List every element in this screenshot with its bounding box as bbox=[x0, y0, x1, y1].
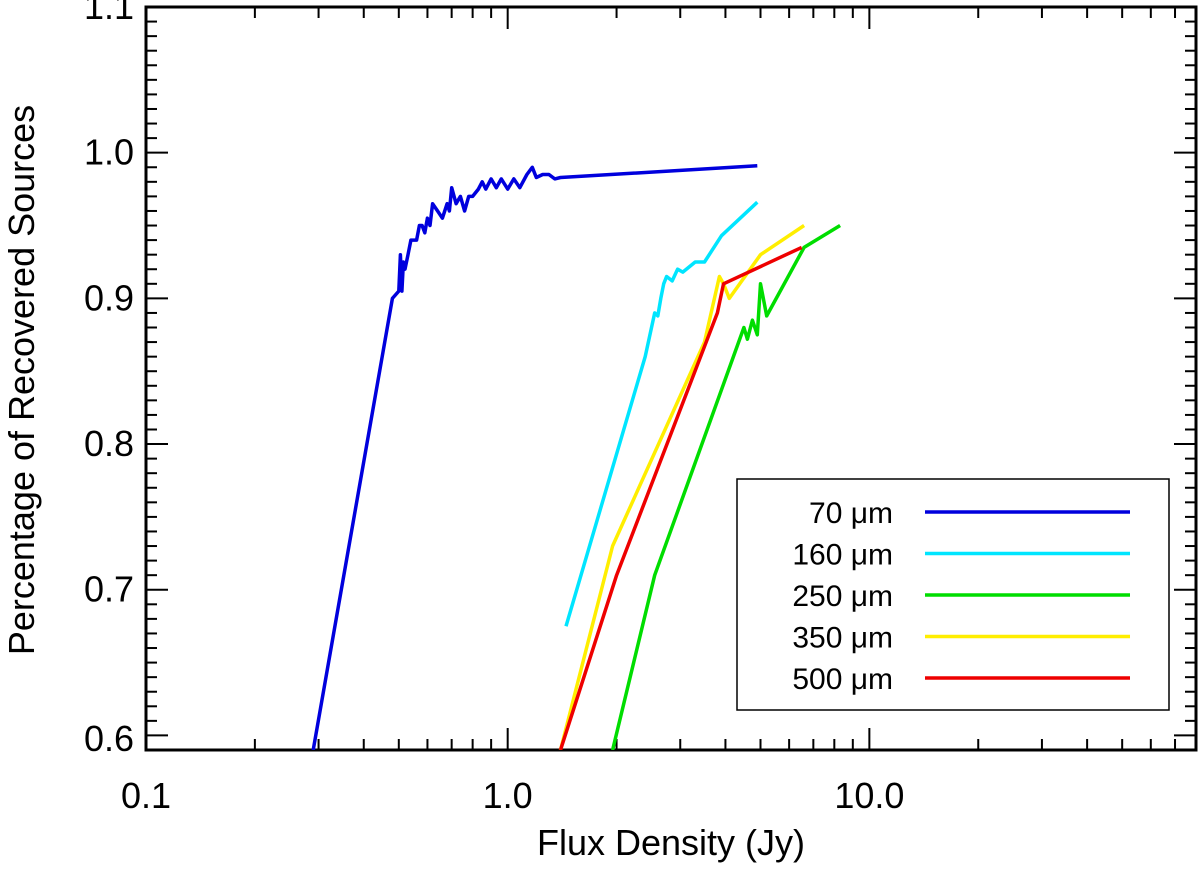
axis-ticks bbox=[145, 6, 1197, 751]
x-tick-label: 0.1 bbox=[121, 775, 171, 816]
y-tick-label: 0.8 bbox=[84, 423, 134, 464]
tick-labels: 0.1 1.0 10.0 0.6 0.7 0.8 0.9 1.0 1.1 bbox=[84, 0, 904, 816]
y-tick-label: 0.6 bbox=[84, 718, 134, 759]
legend-label-3: 350 μm bbox=[792, 622, 893, 655]
y-axis-title: Percentage of Recovered Sources bbox=[1, 105, 42, 655]
series-line-3 bbox=[558, 224, 806, 750]
series-line-0 bbox=[311, 164, 758, 750]
x-axis-title: Flux Density (Jy) bbox=[537, 822, 805, 863]
y-tick-label: 0.7 bbox=[84, 569, 134, 610]
y-tick-label: 1.1 bbox=[84, 0, 134, 27]
legend-label-2: 250 μm bbox=[792, 580, 893, 613]
y-tick-label: 1.0 bbox=[84, 132, 134, 173]
series-lines bbox=[311, 164, 842, 750]
legend-label-4: 500 μm bbox=[792, 663, 893, 696]
series-line-1 bbox=[564, 200, 759, 627]
legend: 70 μm 160 μm 250 μm 350 μm 500 μm bbox=[736, 478, 1170, 711]
plot-frame bbox=[144, 5, 1198, 752]
legend-label-0: 70 μm bbox=[809, 497, 893, 530]
series-line-4 bbox=[558, 245, 803, 750]
x-tick-label: 10.0 bbox=[834, 775, 904, 816]
legend-label-1: 160 μm bbox=[792, 539, 893, 572]
x-tick-label: 1.0 bbox=[483, 775, 533, 816]
y-tick-label: 0.9 bbox=[84, 277, 134, 318]
series-line-2 bbox=[610, 224, 842, 750]
